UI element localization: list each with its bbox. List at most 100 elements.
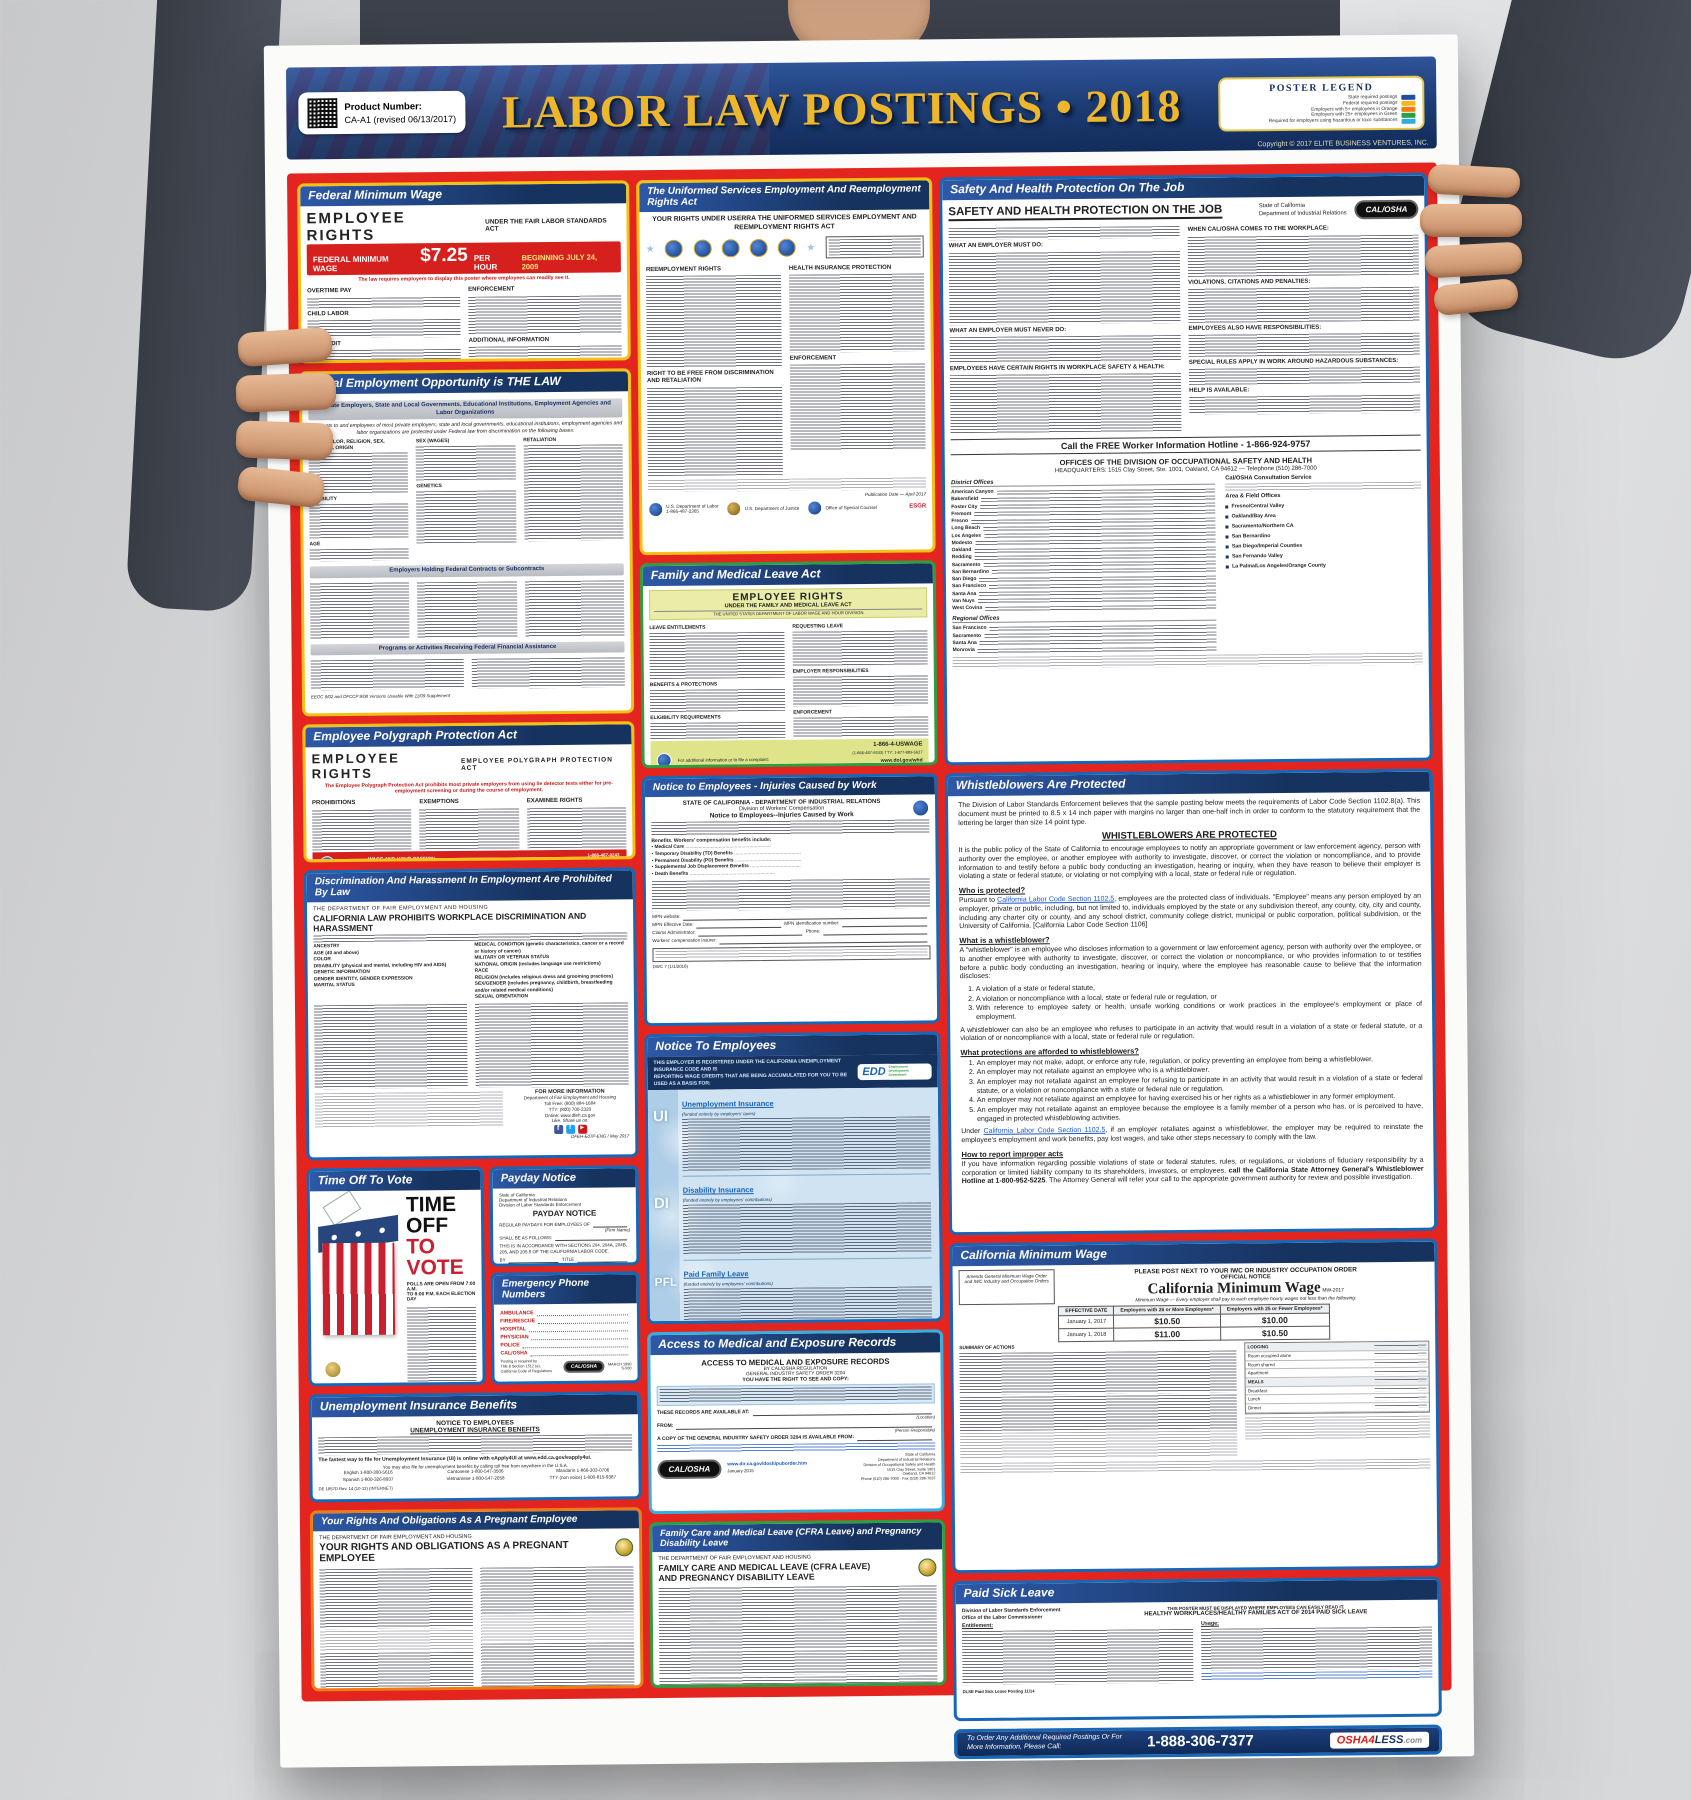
state-dept: State of California Department of Industr… xyxy=(1259,203,1347,219)
order-note: To Order Any Additional Required Posting… xyxy=(967,1733,1122,1751)
finger xyxy=(235,372,337,413)
osha4less-logo: OSHA4LESS.com xyxy=(1329,1731,1430,1749)
addr-line: Phone (510) 286-7000 xyxy=(860,1476,899,1482)
report-paragraph: If you have information regarding possib… xyxy=(962,1157,1424,1187)
fine-print xyxy=(1374,1353,1401,1357)
req-line: Posting is required by xyxy=(500,1359,538,1364)
legend-row: Required for employers using hazardous o… xyxy=(1228,118,1416,126)
fine-print xyxy=(959,1350,1237,1396)
section-safety-health-protection: Safety And Health Protection On The Job … xyxy=(939,172,1433,766)
text-run: Pursuant to xyxy=(958,897,998,905)
form-number: DE 1857D Rev. 14 (10-13) (INTERNET) xyxy=(318,1485,393,1492)
section-payday-notice: Payday Notice State of California Depart… xyxy=(489,1165,640,1267)
subhead: ENFORCEMENT xyxy=(789,355,837,362)
city: Monrovia xyxy=(952,646,975,654)
intro-box xyxy=(825,235,924,259)
subhead: REQUESTING LEAVE xyxy=(792,623,844,631)
district-office-row: West Covina xyxy=(952,603,1217,613)
policy-paragraph: It is the public policy of the State of … xyxy=(958,842,1421,881)
list-item: An employer may not retaliate against an… xyxy=(977,1103,1423,1125)
section-unemployment-insurance-benefits: Unemployment Insurance Benefits NOTICE T… xyxy=(308,1391,642,1503)
area-office: Oakland/Bay Area xyxy=(1231,513,1276,520)
legend-chip xyxy=(1401,94,1416,100)
agency-lines: Division of Labor Standards Enforcement O… xyxy=(962,1608,1072,1622)
rights-subtext: UNDER THE FAIR LABOR STANDARDS ACT xyxy=(485,217,607,234)
fine-print xyxy=(480,1566,634,1614)
blank-line xyxy=(536,1308,628,1317)
city: West Covina xyxy=(952,604,983,612)
act-name: EMPLOYEE POLYGRAPH PROTECTION ACT xyxy=(460,756,613,773)
employee-rights-heading: EMPLOYEE RIGHTS EMPLOYEE POLYGRAPH PROTE… xyxy=(312,749,626,782)
fine-print xyxy=(647,386,783,476)
area-label: Area & Field Offices xyxy=(1225,493,1281,500)
credits-row: Dinner xyxy=(1246,1402,1429,1413)
body-col: LEAVE ENTITLEMENTS BENEFITS & PROTECTION… xyxy=(649,621,786,741)
heading-row: STATE OF CALIFORNIA - DEPARTMENT OF INDU… xyxy=(651,799,930,821)
right-column: Safety And Health Protection On The Job … xyxy=(939,172,1443,1759)
legend-label: Required for employers using hazardous o… xyxy=(1268,118,1398,125)
under-paragraph: Under California Labor Code Section 1102… xyxy=(961,1124,1423,1146)
heading-row: THE DEPARTMENT OF FAIR EMPLOYMENT AND HO… xyxy=(319,1532,634,1564)
liability-note-box xyxy=(652,945,931,962)
fine-print xyxy=(419,807,520,849)
body-columns xyxy=(319,1564,635,1689)
publication-date: Publication Date — April 2017 xyxy=(864,491,927,497)
left-hand xyxy=(235,326,346,570)
agency-lines: WAGE AND HOUR DIVISIONUNITED STATES DEPA… xyxy=(368,856,470,859)
consultation-offices: Cal/OSHA Consultation Service Area & Fie… xyxy=(1225,474,1422,652)
phone-grid: English 1-800-300-5616 Cantonese 1-800-5… xyxy=(318,1468,632,1485)
fine-print xyxy=(682,1202,932,1256)
fine-print xyxy=(682,1116,931,1172)
phone-row: AMBULANCE xyxy=(500,1308,631,1317)
program-funding: (funded entirely by employers' taxes) xyxy=(682,1111,756,1118)
section-body: TIME OFF TO VOTE POLLS ARE OPEN FROM 7:0… xyxy=(310,1190,483,1384)
list-col: MEDICAL CONDITION (genetic characteristi… xyxy=(474,942,628,1002)
info-lines: Department of Fair Employment and Housin… xyxy=(511,1094,629,1125)
fine-print xyxy=(1374,1379,1401,1383)
section-title: Access to Medical and Exposure Records xyxy=(650,1332,941,1356)
finger xyxy=(235,420,334,461)
fine-print xyxy=(948,226,1180,241)
section-body: EMPLOYEE RIGHTS EMPLOYEE POLYGRAPH PROTE… xyxy=(306,745,633,860)
fine-print xyxy=(1400,1404,1427,1409)
phone-entry: TTY (non voice) 1-800-815-9387 xyxy=(549,1474,617,1481)
area-office-row: Fresno/Central Valley xyxy=(1225,502,1421,510)
notice-header: PLEASE POST NEXT TO YOUR IWC OR INDUSTRY… xyxy=(1063,1266,1429,1305)
section-title: Discrimination And Harassment In Employm… xyxy=(306,870,633,903)
body-col: HEALTH INSURANCE PROTECTION ENFORCEMENT xyxy=(789,261,926,476)
blank-line xyxy=(555,1232,628,1242)
dwc-seal-icon xyxy=(912,799,930,817)
table-row: January 1, 2018 $11.00 $10.50 xyxy=(1058,1326,1330,1343)
intro-line: THIS EMPLOYER IS REGISTERED UNDER THE CA… xyxy=(653,1058,841,1074)
agency-phone: 1-866-487-2365 xyxy=(666,508,699,515)
bullet-icon xyxy=(1226,565,1230,569)
rights-text: EMPLOYEE RIGHTS xyxy=(306,209,406,245)
fine-print xyxy=(1374,1344,1401,1348)
fine-print xyxy=(649,689,786,713)
area-office: San Bernardino xyxy=(1231,533,1271,540)
fine-print xyxy=(480,1614,635,1642)
section-title: The Uniformed Services Employment And Re… xyxy=(639,180,930,213)
subhead: PROHIBITIONS xyxy=(312,800,356,807)
wage-value: $10.00 xyxy=(1220,1313,1330,1328)
section-fmla: Family and Medical Leave Act EMPLOYEE RI… xyxy=(639,560,938,769)
form-label: Workers' compensation insurer: xyxy=(652,937,717,944)
navy-seal-icon xyxy=(721,239,740,258)
body-columns: Entitlement: Usage: xyxy=(962,1619,1433,1688)
form-label: REGULAR PAYDAYS FOR EMPLOYEES OF xyxy=(499,1221,590,1228)
state-seal-icon xyxy=(325,1362,341,1378)
subhead: WHAT AN EMPLOYER MUST NEVER DO: xyxy=(949,326,1067,334)
protections-list: An employer may not make, adopt, or enfo… xyxy=(977,1055,1424,1124)
fine-print xyxy=(985,604,1217,611)
summary-col: SUMMARY OF ACTIONS xyxy=(959,1343,1238,1462)
phone-2: (1-866-487-9243) TTY: 1-877-889-5627 xyxy=(852,749,923,756)
fine-print xyxy=(962,1629,1194,1686)
army-seal-icon xyxy=(664,239,684,258)
body-col: REQUESTING LEAVE EMPLOYER RESPONSIBILITI… xyxy=(792,620,929,740)
form-label: BY xyxy=(499,1257,506,1263)
section-body: Private Employers, State and Local Gover… xyxy=(302,392,631,714)
fine-print xyxy=(659,1649,938,1677)
fine-print xyxy=(1225,481,1422,492)
agency-name: Office of Special Counsel xyxy=(825,504,877,510)
phone-entry: Vietnamese 1-800-547-2058 xyxy=(446,1475,505,1482)
